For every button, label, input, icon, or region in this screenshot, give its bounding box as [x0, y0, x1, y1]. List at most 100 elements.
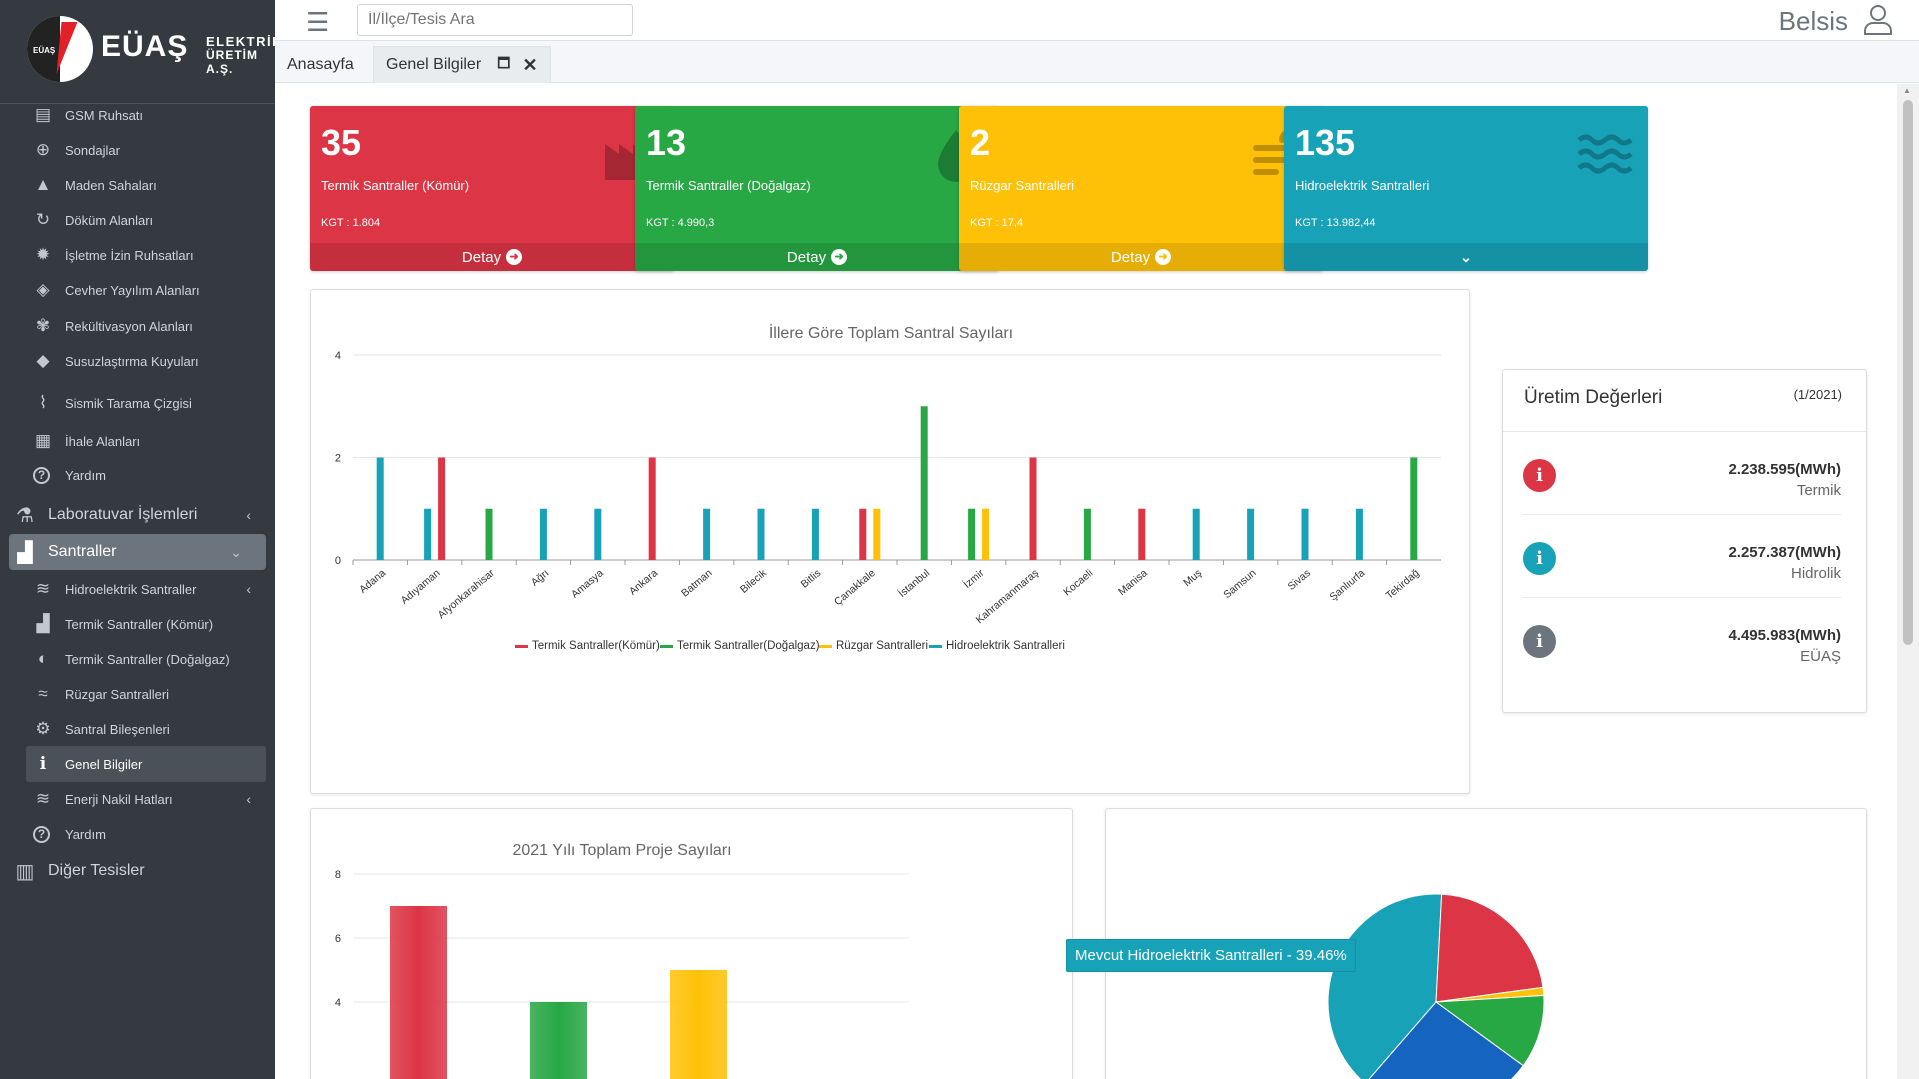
close-icon[interactable]: ✕ [522, 54, 538, 75]
sidebar-item-label: Yardım [65, 467, 106, 483]
sidebar-item-1[interactable]: ⊕ Sondajlar [0, 132, 275, 168]
bar-3-8[interactable] [811, 508, 819, 560]
file-invoice-icon: ▦ [34, 431, 52, 450]
bar-3-16[interactable] [1247, 508, 1255, 560]
sidebar-item-santraller[interactable]: ▟ Santraller ⌄ [9, 534, 266, 570]
bar-0-12[interactable] [1029, 457, 1037, 561]
sidebar-item-3[interactable]: ↻ Döküm Alanları [0, 202, 275, 238]
tab-bar: Anasayfa Genel Bilgiler 🗖 ✕ [275, 41, 1919, 83]
user-name[interactable]: Belsis [1778, 6, 1848, 36]
bar-0-1[interactable] [438, 457, 446, 561]
info-circle-icon: i [1523, 459, 1556, 492]
bar-0[interactable] [390, 906, 447, 1079]
expand-button[interactable]: ⌄ [1284, 243, 1648, 271]
flask-icon: ⚗ [16, 504, 34, 527]
sidebar-subitem-5[interactable]: i Genel Bilgiler [26, 746, 266, 782]
legend-label[interactable]: Termik Santraller(Doğalgaz) [677, 640, 820, 652]
bar-1-19[interactable] [1410, 457, 1418, 561]
sidebar-subitem-3[interactable]: ≈ Rüzgar Santralleri [0, 676, 275, 712]
sidebar-item-0[interactable]: ▤ GSM Ruhsatı [0, 97, 275, 133]
chevron-down-icon: ⌄ [230, 543, 242, 560]
bar-0-5[interactable] [648, 457, 656, 561]
bar-1-10[interactable] [920, 406, 928, 560]
wind-icon: ≈ [38, 684, 48, 703]
bar-3-3[interactable] [539, 508, 547, 560]
bar-3-0[interactable] [376, 457, 384, 561]
chart-card-proje: 2021 Yılı Toplam Proje Sayıları 4 6 8 [310, 808, 1073, 1079]
bar-0-14[interactable] [1138, 508, 1146, 560]
scrollbar[interactable]: ▲ [1897, 84, 1919, 1079]
pie-slice-1[interactable] [1435, 893, 1544, 1003]
sidebar-item-10[interactable]: ? Yardım [0, 457, 275, 493]
chevron-down-icon: ⌄ [1460, 248, 1472, 265]
bar-3-7[interactable] [757, 508, 765, 560]
sidebar-subitem-1[interactable]: ▟ Termik Santraller (Kömür) [0, 606, 275, 642]
detay-button[interactable]: Detay ➜ [310, 243, 674, 271]
detay-button[interactable]: Detay ➜ [959, 243, 1323, 271]
pie-slice-3[interactable] [1434, 994, 1545, 1067]
tab-genel-bilgiler[interactable]: Genel Bilgiler 🗖 ✕ [373, 46, 551, 83]
bar-3-15[interactable] [1192, 508, 1200, 560]
bar-1-2[interactable] [485, 508, 493, 560]
detay-button[interactable]: Detay ➜ [635, 243, 999, 271]
sidebar-item-label: Rüzgar Santralleri [65, 686, 170, 702]
sidebar-item-diger[interactable]: ▥ Diğer Tesisler [0, 856, 275, 886]
sidebar-item-9[interactable]: ▦ İhale Alanları [0, 423, 275, 459]
maximize-icon[interactable]: 🗖 [497, 55, 511, 71]
scroll-thumb[interactable] [1903, 100, 1913, 645]
brand-logo[interactable]: EÜAŞ EÜAŞ ELEKTRİK ÜRETİM A.Ş. [0, 0, 275, 104]
y-tick-label: 2 [335, 453, 341, 465]
wave-icon: ⌇ [38, 393, 48, 412]
sidebar-item-7[interactable]: ◆ Susuzlaştırma Kuyuları [0, 343, 275, 379]
legend-swatch [515, 645, 528, 648]
bar-3-17[interactable] [1301, 508, 1309, 560]
drop-icon: ◐ [37, 649, 49, 668]
detay-label: Detay [461, 248, 502, 266]
bar-3-18[interactable] [1355, 508, 1363, 560]
tab-anasayfa[interactable]: Anasayfa [275, 46, 366, 83]
uretim-label: Hidrolik [1790, 565, 1841, 582]
sidebar-item-4[interactable]: ✹ İşletme İzin Ruhsatları [0, 237, 275, 273]
sidebar-item-laboratuvar[interactable]: ⚗ Laboratuvar İşlemleri ‹ [0, 497, 275, 533]
legend-label[interactable]: Rüzgar Santralleri [836, 640, 928, 652]
user-icon[interactable] [1863, 4, 1893, 36]
sidebar-item-5[interactable]: ◈ Cevher Yayılım Alanları [0, 272, 275, 308]
sidebar-subitem-2[interactable]: ◐ Termik Santraller (Doğalgaz) [0, 641, 275, 677]
bar-3-6[interactable] [703, 508, 711, 560]
bar-2-9[interactable] [873, 508, 881, 560]
bar-1[interactable] [530, 1002, 587, 1079]
sidebar-item-6[interactable]: ✾ Rekültivasyon Alanları [0, 308, 275, 344]
sidebar-item-2[interactable]: ▲ Maden Sahaları [0, 167, 275, 203]
uretim-value: 2.257.387(MWh) [1728, 544, 1841, 561]
uretim-row: i 4.495.983(MWh) EÜAŞ [1523, 599, 1841, 681]
sidebar-subitem-6[interactable]: ≋ Enerji Nakil Hatları ‹ [0, 781, 275, 817]
sidebar-item-label: Sondajlar [65, 142, 120, 158]
bar-1-13[interactable] [1083, 508, 1091, 560]
bar-2-11[interactable] [982, 508, 990, 560]
search-input[interactable] [357, 4, 633, 36]
sidebar-item-label: Santraller [48, 543, 117, 560]
hamburger-menu-icon[interactable]: ☰ [306, 7, 330, 37]
sidebar-subitem-4[interactable]: ⚙ Santral Bileşenleri [0, 711, 275, 747]
brand-line1: ELEKTRİK [206, 34, 275, 49]
sidebar-item-8[interactable]: ⌇ Sismik Tarama Çizgisi [0, 385, 275, 421]
y-tick-label: 4 [335, 350, 341, 362]
arrow-circle-right-icon: ➜ [1155, 249, 1172, 265]
bar-2[interactable] [670, 970, 727, 1079]
box-count: 35 [321, 122, 362, 163]
x-tick-label: Kocaeli [1061, 567, 1095, 598]
seedling-icon: ✾ [35, 316, 51, 335]
bar-3-4[interactable] [594, 508, 602, 560]
sidebar-subitem-7[interactable]: ? Yardım [0, 816, 275, 852]
box-count: 13 [646, 122, 687, 163]
bar-3-1[interactable] [424, 508, 432, 560]
sidebar-item-label: İhale Alanları [65, 433, 141, 449]
bar-1-11[interactable] [968, 508, 976, 560]
legend-label[interactable]: Termik Santraller(Kömür) [532, 640, 660, 652]
box-title: Rüzgar Santralleri [970, 178, 1075, 193]
bar-0-9[interactable] [859, 508, 867, 560]
sidebar-subitem-0[interactable]: ≋ Hidroelektrik Santraller ‹ [0, 571, 275, 607]
gear-icon: ✹ [35, 245, 51, 264]
legend-label[interactable]: Hidroelektrik Santralleri [946, 640, 1065, 652]
pie-slice-4[interactable] [1365, 1001, 1524, 1079]
